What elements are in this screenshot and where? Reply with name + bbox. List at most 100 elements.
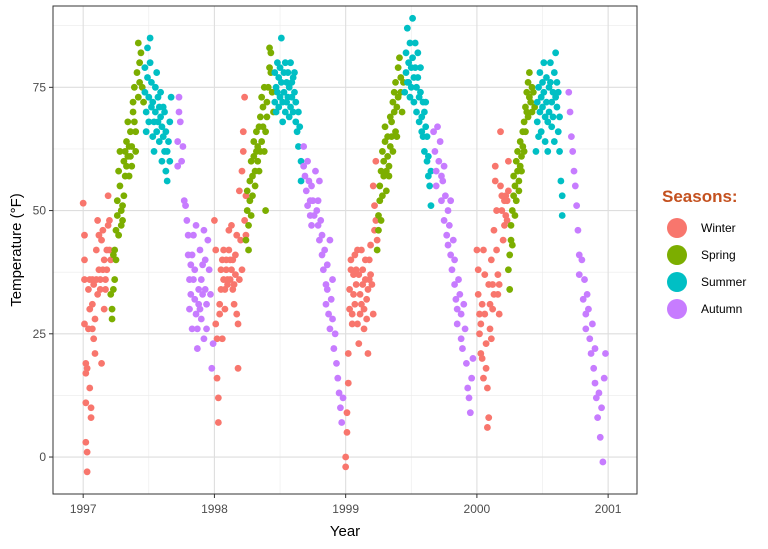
- point-winter: [88, 300, 96, 308]
- point-winter: [212, 246, 220, 254]
- legend-key-autumn: [667, 299, 687, 319]
- point-autumn: [599, 458, 607, 466]
- point-summer: [420, 108, 428, 116]
- point-winter: [344, 379, 352, 387]
- point-spring: [380, 157, 388, 165]
- point-autumn: [200, 335, 208, 343]
- point-spring: [388, 118, 395, 126]
- point-spring: [137, 49, 145, 57]
- point-autumn: [323, 261, 331, 269]
- point-winter: [480, 374, 487, 382]
- point-autumn: [445, 221, 453, 229]
- point-winter: [102, 286, 109, 293]
- point-summer: [544, 148, 552, 155]
- point-spring: [389, 98, 397, 106]
- point-winter: [233, 231, 241, 239]
- point-winter: [98, 359, 105, 367]
- point-summer: [411, 64, 419, 72]
- point-autumn: [190, 231, 197, 239]
- point-winter: [480, 246, 487, 254]
- point-spring: [260, 148, 268, 155]
- point-winter: [350, 290, 357, 298]
- point-spring: [515, 177, 523, 185]
- point-winter: [483, 424, 491, 431]
- point-winter: [490, 226, 498, 234]
- point-autumn: [455, 276, 462, 283]
- legend-key-winter: [667, 218, 687, 238]
- point-autumn: [434, 123, 441, 131]
- point-summer: [540, 88, 548, 96]
- point-winter: [363, 315, 371, 323]
- point-spring: [512, 197, 520, 205]
- point-autumn: [469, 355, 477, 362]
- point-spring: [255, 167, 263, 175]
- point-winter: [232, 271, 239, 279]
- point-spring: [119, 202, 126, 210]
- point-spring: [130, 118, 138, 126]
- point-winter: [478, 355, 486, 362]
- point-winter: [482, 364, 490, 372]
- point-summer: [284, 69, 292, 76]
- point-summer: [162, 167, 170, 175]
- point-autumn: [321, 246, 329, 254]
- point-summer: [295, 108, 302, 116]
- point-winter: [371, 202, 378, 210]
- point-winter: [239, 148, 247, 155]
- point-spring: [132, 148, 140, 155]
- point-summer: [413, 108, 420, 116]
- point-spring: [524, 113, 532, 121]
- point-summer: [166, 157, 174, 165]
- point-autumn: [567, 133, 575, 141]
- point-spring: [506, 251, 514, 259]
- point-spring: [242, 236, 250, 244]
- point-spring: [125, 172, 133, 180]
- point-spring: [245, 246, 252, 254]
- point-winter: [102, 276, 109, 283]
- point-winter: [497, 128, 504, 136]
- point-summer: [291, 69, 298, 76]
- point-spring: [249, 192, 256, 200]
- point-summer: [149, 133, 157, 141]
- point-autumn: [174, 138, 182, 145]
- point-summer: [554, 128, 562, 136]
- point-autumn: [587, 350, 595, 357]
- point-spring: [258, 138, 266, 145]
- point-autumn: [574, 226, 582, 234]
- point-autumn: [444, 207, 452, 214]
- point-spring: [512, 157, 520, 165]
- point-autumn: [201, 286, 209, 293]
- point-winter: [99, 226, 107, 234]
- legend-key-summer: [667, 272, 687, 292]
- point-spring: [267, 49, 275, 57]
- point-autumn: [197, 276, 205, 283]
- point-autumn: [440, 217, 448, 224]
- point-summer: [414, 74, 422, 81]
- point-summer: [422, 123, 430, 131]
- point-autumn: [197, 315, 205, 323]
- point-spring: [376, 182, 384, 190]
- point-summer: [402, 49, 410, 57]
- point-winter: [211, 217, 218, 224]
- point-winter: [220, 246, 228, 254]
- point-summer: [161, 108, 168, 116]
- point-winter: [491, 177, 499, 185]
- point-winter: [504, 187, 512, 195]
- point-spring: [108, 305, 116, 313]
- point-winter: [343, 428, 351, 436]
- point-spring: [128, 162, 136, 170]
- point-winter: [355, 340, 363, 348]
- point-autumn: [569, 148, 577, 155]
- point-winter: [495, 281, 503, 288]
- x-axis-title: Year: [330, 523, 360, 540]
- point-autumn: [586, 335, 594, 343]
- point-winter: [346, 286, 353, 293]
- point-autumn: [323, 286, 331, 293]
- point-winter: [483, 384, 491, 392]
- point-summer: [153, 128, 161, 136]
- point-spring: [518, 167, 525, 175]
- point-winter: [489, 281, 497, 288]
- point-autumn: [316, 177, 323, 185]
- point-summer: [277, 34, 285, 42]
- point-winter: [83, 468, 91, 476]
- legend-label-winter: Winter: [701, 221, 736, 235]
